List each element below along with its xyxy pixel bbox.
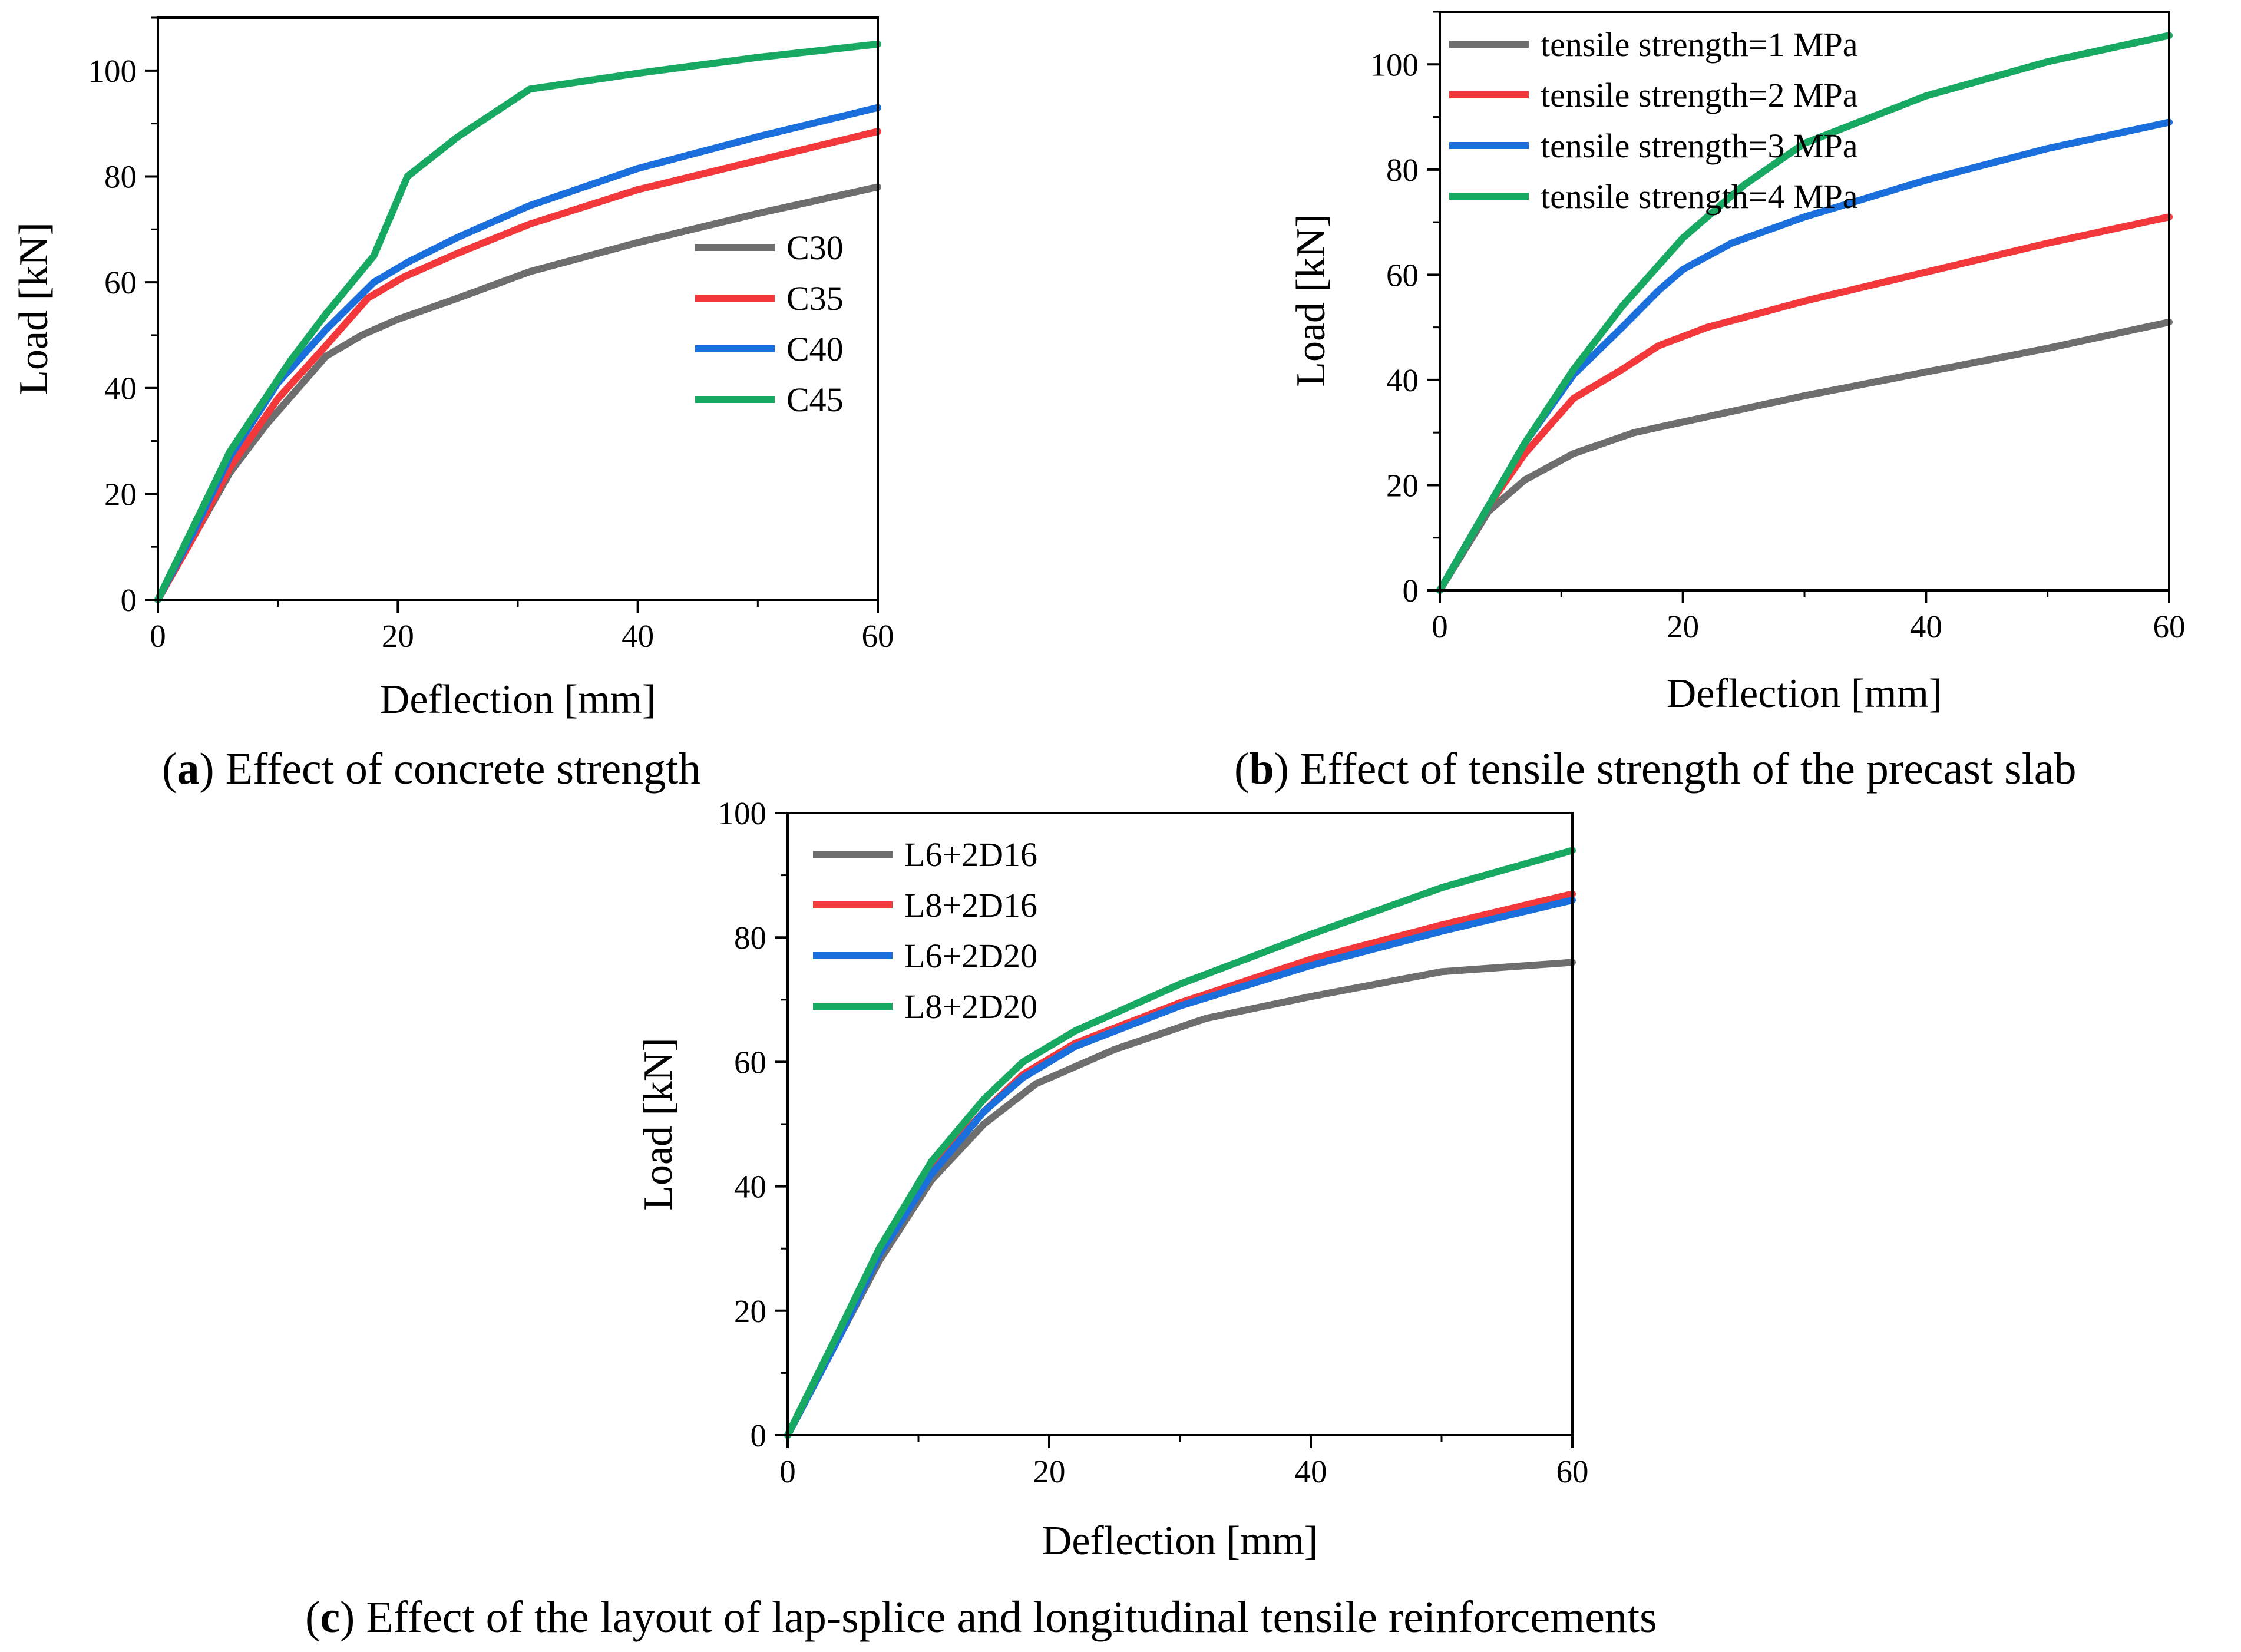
caption-a-text: Effect of concrete strength	[226, 744, 701, 794]
series-line-a-3	[154, 40, 881, 603]
legend-label-a-2: C40	[786, 330, 844, 368]
caption-b-text: Effect of tensile strength of the precas…	[1300, 744, 2077, 794]
y-axis-title-c: Load [kN]	[636, 1038, 681, 1211]
caption-c-text: Effect of the layout of lap-splice and l…	[366, 1592, 1657, 1642]
y-tick-label-b-4: 80	[1386, 152, 1419, 188]
legend-label-c-3: L8+2D20	[904, 987, 1037, 1026]
y-tick-label-b-0: 0	[1403, 573, 1419, 609]
y-tick-label-a-4: 80	[104, 158, 137, 194]
x-axis-title-a: Deflection [mm]	[380, 677, 656, 722]
series-line-a-1	[154, 128, 881, 603]
x-tick-label-b-2: 40	[1910, 609, 1942, 645]
legend-label-a-1: C35	[786, 279, 844, 318]
x-tick-label-b-0: 0	[1432, 609, 1448, 645]
y-tick-label-c-4: 80	[734, 920, 766, 956]
y-tick-label-b-3: 60	[1386, 257, 1419, 293]
caption-b-label: b	[1249, 744, 1274, 794]
x-tick-label-b-3: 60	[2153, 609, 2186, 645]
series-line-c-1	[784, 890, 1576, 1439]
y-axis-title-b: Load [kN]	[1288, 214, 1334, 387]
legend-label-b-1: tensile strength=2 MPa	[1541, 76, 1858, 114]
y-axis-title-a: Load [kN]	[11, 222, 57, 395]
plot-frame-a	[157, 16, 879, 601]
y-tick-label-a-1: 20	[104, 476, 137, 512]
legend-label-c-0: L6+2D16	[904, 835, 1037, 874]
y-tick-label-c-2: 40	[734, 1169, 766, 1205]
y-tick-label-b-5: 100	[1370, 47, 1419, 82]
y-tick-label-a-0: 0	[121, 582, 137, 618]
x-tick-label-a-0: 0	[150, 618, 166, 654]
x-axis-title-c: Deflection [mm]	[1042, 1518, 1318, 1564]
x-tick-label-c-2: 40	[1295, 1453, 1327, 1489]
x-tick-label-a-1: 20	[382, 618, 414, 654]
y-tick-label-c-3: 60	[734, 1044, 766, 1080]
chart-panel-b: 0 20 40 60 0 20 40 60 80 100 Deflection [mm] Load […	[1288, 11, 2186, 716]
x-tick-label-c-1: 20	[1033, 1453, 1066, 1489]
x-tick-label-b-1: 20	[1667, 609, 1699, 645]
legend-label-a-3: C45	[786, 381, 844, 419]
y-tick-label-c-5: 100	[718, 795, 767, 831]
y-tick-label-a-3: 60	[104, 265, 137, 300]
x-tick-label-c-3: 60	[1556, 1453, 1589, 1489]
y-tick-label-c-1: 20	[734, 1293, 766, 1329]
series-line-c-3	[784, 847, 1576, 1439]
y-tick-label-c-0: 0	[751, 1418, 767, 1453]
chart-panel-a: 0 20 40 60 0 20 40 60 80 100 Deflection [mm] Load […	[11, 16, 894, 722]
legend-label-b-3: tensile strength=4 MPa	[1541, 177, 1858, 216]
legend-label-c-1: L8+2D16	[904, 886, 1037, 924]
legend-label-b-0: tensile strength=1 MPa	[1541, 25, 1858, 64]
series-line-a-2	[154, 104, 881, 603]
series-line-b-3	[1436, 32, 2173, 594]
y-tick-label-a-2: 40	[104, 371, 137, 407]
y-tick-label-b-1: 20	[1386, 467, 1419, 503]
caption-a-label: a	[177, 744, 199, 794]
caption-a: (a) Effect of concrete strength	[162, 744, 700, 794]
x-tick-label-a-2: 40	[622, 618, 654, 654]
legend-label-a-0: C30	[786, 229, 844, 267]
x-tick-label-c-0: 0	[779, 1453, 796, 1489]
x-axis-title-b: Deflection [mm]	[1667, 671, 1942, 716]
y-tick-label-b-2: 40	[1386, 362, 1419, 398]
legend-label-c-2: L6+2D20	[904, 937, 1037, 975]
caption-c-label: c	[320, 1592, 340, 1642]
y-tick-label-a-5: 100	[88, 53, 137, 89]
caption-c: (c) Effect of the layout of lap-splice a…	[305, 1592, 1657, 1642]
series-line-b-0	[1436, 318, 2173, 594]
caption-b: (b) Effect of tensile strength of the pr…	[1234, 744, 2076, 794]
legend-label-b-2: tensile strength=3 MPa	[1541, 127, 1858, 165]
x-tick-label-a-3: 60	[862, 618, 894, 654]
chart-panel-c: 0 20 40 60 0 20 40 60 80 100 Deflection [mm] Load […	[636, 795, 1589, 1564]
